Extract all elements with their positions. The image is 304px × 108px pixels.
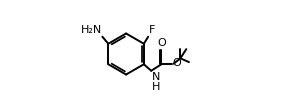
Text: H₂N: H₂N xyxy=(81,25,102,35)
Text: O: O xyxy=(157,38,166,48)
Text: F: F xyxy=(149,25,155,35)
Text: N
H: N H xyxy=(152,72,160,92)
Text: O: O xyxy=(172,58,181,68)
